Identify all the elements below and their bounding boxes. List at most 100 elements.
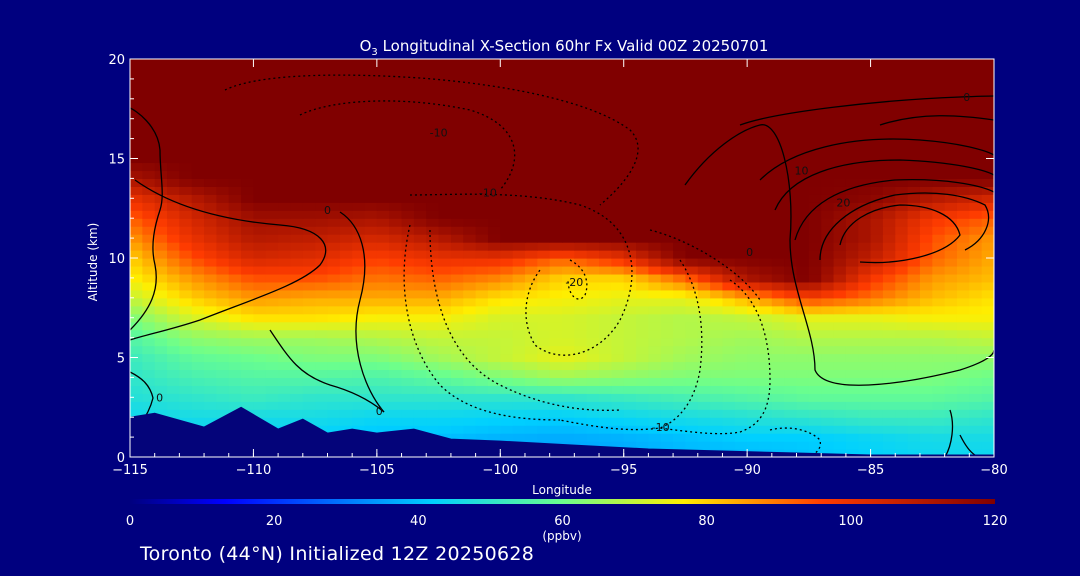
heatmap-cell [204, 210, 217, 219]
heatmap-cell [216, 353, 230, 363]
heatmap-cell [771, 242, 785, 251]
heatmap-cell [981, 130, 994, 140]
heatmap-cell [253, 90, 267, 100]
heatmap-cell [981, 106, 994, 116]
heatmap-cell [204, 393, 217, 402]
heatmap-cell [611, 202, 625, 211]
heatmap-cell [376, 82, 390, 92]
heatmap-cell [919, 90, 933, 100]
heatmap-cell [722, 170, 736, 179]
heatmap-cell [401, 114, 415, 124]
heatmap-cell [475, 106, 489, 116]
heatmap-cell [747, 218, 761, 227]
heatmap-cell [660, 74, 674, 84]
heatmap-cell [278, 258, 292, 267]
heatmap-cell [376, 329, 390, 339]
heatmap-cell [747, 377, 761, 386]
heatmap-cell [907, 449, 921, 457]
heatmap-cell [315, 353, 329, 363]
heatmap-cell [636, 138, 649, 148]
heatmap-cell [352, 122, 366, 132]
heatmap-cell [167, 74, 180, 84]
heatmap-cell [438, 321, 452, 331]
heatmap-cell [845, 281, 859, 291]
heatmap-cell [586, 409, 600, 418]
heatmap-cell [389, 313, 403, 323]
heatmap-cell [352, 82, 366, 92]
heatmap-cell [759, 337, 773, 347]
heatmap-cell [376, 162, 390, 172]
heatmap-cell [747, 417, 761, 426]
heatmap-cell [290, 329, 304, 339]
heatmap-cell [290, 385, 304, 394]
heatmap-cell [562, 250, 575, 259]
heatmap-cell [858, 170, 872, 179]
heatmap-cell [882, 66, 896, 76]
heatmap-cell [450, 321, 464, 331]
heatmap-cell [265, 98, 279, 108]
heatmap-cell [191, 385, 205, 394]
heatmap-cell [586, 82, 600, 92]
heatmap-cell [167, 226, 180, 235]
heatmap-cell [241, 130, 255, 140]
heatmap-cell [574, 417, 588, 426]
heatmap-cell [747, 226, 761, 235]
heatmap-cell [438, 66, 452, 76]
heatmap-cell [524, 122, 538, 132]
heatmap-cell [907, 66, 921, 76]
y-tick-label: 0 [117, 451, 125, 466]
heatmap-cell [697, 337, 711, 347]
heatmap-cell [142, 401, 156, 410]
heatmap-cell [623, 385, 637, 394]
heatmap-cell [290, 66, 304, 76]
heatmap-cell [315, 329, 329, 339]
heatmap-cell [302, 98, 316, 108]
heatmap-cell [599, 281, 612, 291]
heatmap-cell [426, 59, 440, 68]
heatmap-cell [895, 130, 909, 140]
heatmap-cell [278, 186, 292, 195]
heatmap-cell [833, 377, 847, 386]
heatmap-cell [833, 250, 847, 259]
heatmap-cell [524, 218, 538, 227]
contour-label: 20 [836, 196, 850, 209]
heatmap-cell [401, 106, 415, 116]
heatmap-cell [932, 361, 946, 371]
heatmap-cell [660, 66, 674, 76]
heatmap-cell [167, 273, 180, 283]
heatmap-cell [599, 178, 612, 187]
heatmap-cell [130, 305, 143, 315]
heatmap-cell [759, 377, 773, 386]
heatmap-cell [562, 98, 575, 108]
heatmap-cell [401, 226, 415, 235]
heatmap-cell [685, 441, 699, 450]
heatmap-cell [759, 74, 773, 84]
heatmap-cell [623, 202, 637, 211]
heatmap-cell [808, 289, 822, 299]
heatmap-cell [228, 74, 242, 84]
heatmap-cell [660, 218, 674, 227]
heatmap-cell [636, 106, 649, 116]
heatmap-cell [845, 106, 859, 116]
heatmap-cell [660, 138, 674, 148]
heatmap-cell [648, 90, 662, 100]
heatmap-cell [734, 417, 748, 426]
heatmap-cell [747, 441, 761, 450]
heatmap-cell [487, 281, 501, 291]
heatmap-cell [352, 385, 366, 394]
heatmap-cell [364, 194, 378, 203]
heatmap-cell [771, 66, 785, 76]
heatmap-cell [919, 313, 933, 323]
heatmap-cell [907, 377, 921, 386]
heatmap-cell [463, 425, 477, 434]
heatmap-cell [944, 425, 958, 434]
heatmap-cell [919, 138, 933, 148]
heatmap-cell [290, 122, 304, 132]
heatmap-cell [611, 297, 625, 307]
heatmap-cell [327, 393, 341, 402]
heatmap-cell [413, 242, 427, 251]
heatmap-cell [278, 210, 292, 219]
heatmap-cell [833, 385, 847, 394]
heatmap-cell [660, 98, 674, 108]
heatmap-cell [130, 369, 143, 378]
